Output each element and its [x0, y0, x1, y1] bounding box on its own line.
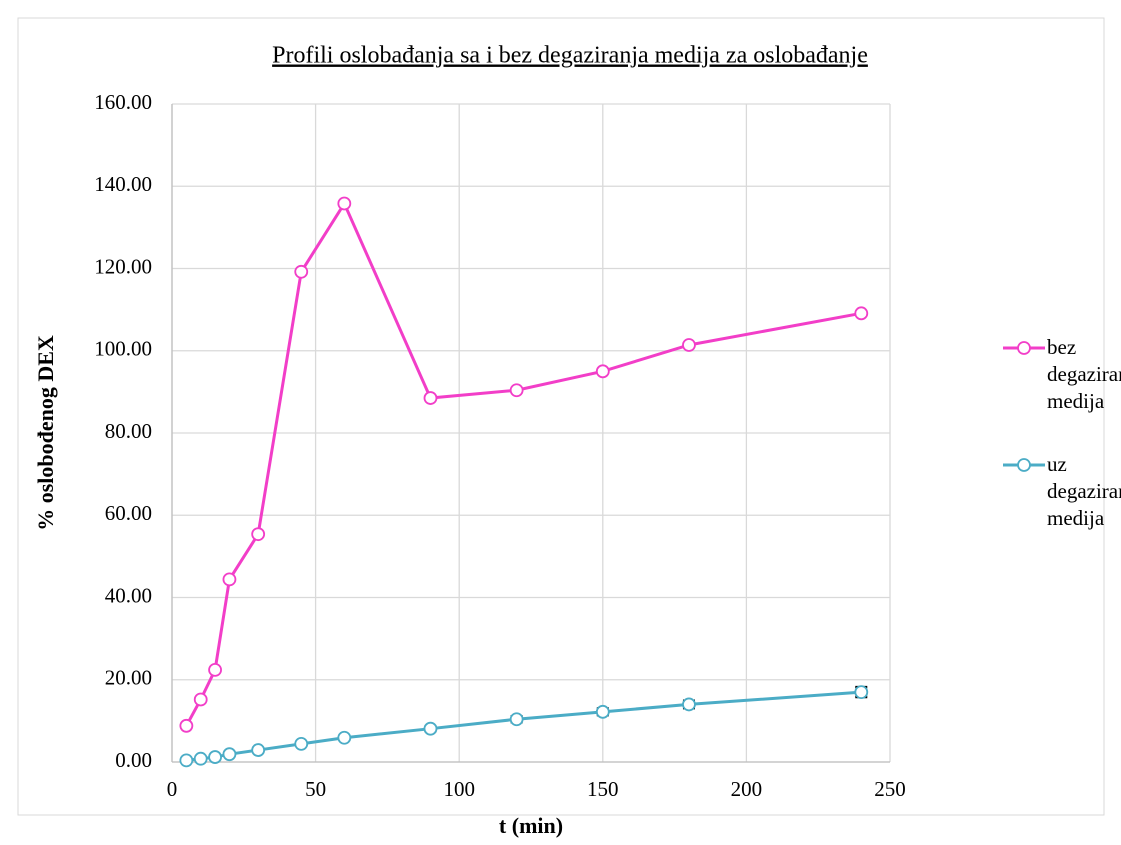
- y-tick-label: 40.00: [105, 583, 152, 607]
- legend-label: uz degaziranje medija: [1047, 452, 1121, 530]
- legend-marker: [1017, 458, 1031, 472]
- data-point: [294, 264, 309, 279]
- data-point: [193, 692, 208, 707]
- data-point: [509, 383, 524, 398]
- data-point: [337, 196, 352, 211]
- series-line: [186, 690, 862, 762]
- data-point: [509, 712, 524, 727]
- data-point: [193, 751, 208, 766]
- x-tick-label: 150: [587, 777, 619, 801]
- y-tick-label: 120.00: [94, 254, 152, 278]
- data-point: [222, 747, 237, 762]
- x-tick-label: 200: [731, 777, 763, 801]
- data-point: [682, 338, 696, 352]
- x-tick-label: 100: [443, 777, 475, 801]
- y-tick-label: 160.00: [94, 90, 152, 114]
- chart-title: Profili oslobađanja sa i bez degaziranja…: [272, 43, 868, 69]
- data-point: [423, 721, 438, 736]
- data-point: [854, 685, 869, 699]
- y-tick-label: 100.00: [94, 337, 152, 361]
- y-tick-label: 80.00: [105, 419, 152, 443]
- data-point: [179, 718, 194, 733]
- data-point: [222, 572, 237, 587]
- y-axis-label: % oslobođenog DEX: [33, 335, 58, 531]
- data-point: [251, 743, 266, 757]
- legend-label: bez degaziranja medija: [1047, 335, 1121, 413]
- data-point: [251, 527, 266, 542]
- y-tick-label: 0.00: [115, 748, 152, 772]
- data-point: [208, 662, 222, 677]
- y-tick-label: 20.00: [105, 666, 152, 690]
- data-point: [854, 306, 869, 321]
- x-axis-label: t (min): [499, 813, 563, 838]
- legend-marker: [1017, 341, 1031, 355]
- data-point: [595, 704, 610, 719]
- data-point: [208, 750, 222, 764]
- y-tick-label: 140.00: [94, 172, 152, 196]
- data-point: [179, 753, 194, 768]
- x-tick-label: 0: [167, 777, 178, 801]
- x-tick-label: 250: [874, 777, 906, 801]
- data-point: [337, 730, 352, 745]
- data-point: [595, 364, 610, 379]
- x-tick-label: 50: [305, 777, 326, 801]
- series-line: [185, 200, 862, 727]
- chart-frame: [17, 17, 1105, 816]
- y-tick-label: 60.00: [105, 501, 152, 525]
- data-point: [423, 391, 438, 405]
- data-point: [294, 737, 309, 751]
- data-point: [682, 697, 696, 712]
